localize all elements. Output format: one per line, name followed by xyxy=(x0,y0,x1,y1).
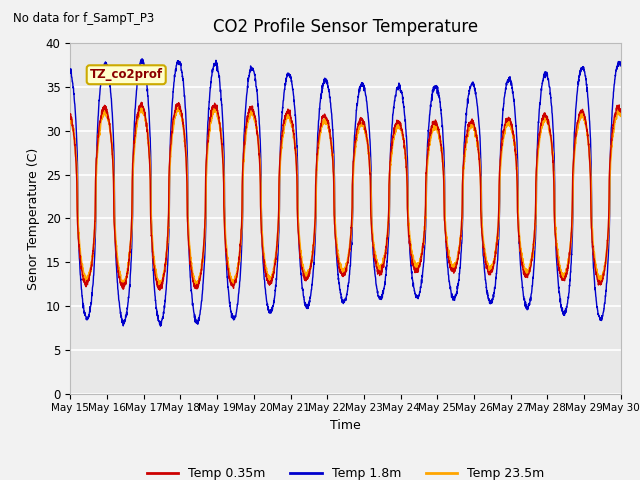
Title: CO2 Profile Sensor Temperature: CO2 Profile Sensor Temperature xyxy=(213,18,478,36)
Text: TZ_co2prof: TZ_co2prof xyxy=(90,68,163,81)
Text: No data for f_SampT_P3: No data for f_SampT_P3 xyxy=(13,12,154,25)
Legend: Temp 0.35m, Temp 1.8m, Temp 23.5m: Temp 0.35m, Temp 1.8m, Temp 23.5m xyxy=(141,462,550,480)
Y-axis label: Senor Temperature (C): Senor Temperature (C) xyxy=(28,147,40,289)
X-axis label: Time: Time xyxy=(330,419,361,432)
